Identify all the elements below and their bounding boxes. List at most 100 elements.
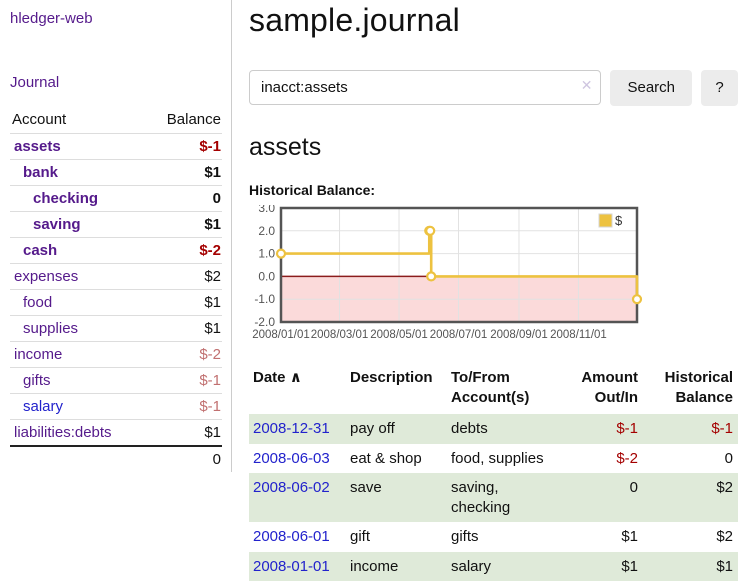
account-balance: $1 bbox=[145, 315, 222, 342]
account-balance: $-2 bbox=[145, 341, 222, 368]
accounts-total-row: 0 bbox=[10, 445, 222, 472]
transaction-date-link[interactable]: 2008-06-01 bbox=[253, 528, 330, 546]
table-row: 2008-01-01 income salary $1 $1 bbox=[249, 551, 738, 582]
sidebar-account-link[interactable]: expenses bbox=[14, 268, 79, 285]
sidebar-account-link[interactable]: supplies bbox=[23, 320, 79, 337]
sidebar-account-link[interactable]: liabilities:debts bbox=[14, 424, 112, 441]
chart-svg: 2008/01/01 2008/03/01 2008/05/01 2008/07/01… bbox=[252, 201, 643, 341]
transaction-amount: $1 bbox=[621, 528, 638, 546]
app-brand-link[interactable]: hledger-web bbox=[10, 10, 93, 27]
transaction-date-link[interactable]: 2008-06-02 bbox=[253, 479, 330, 497]
account-row: supplies $1 bbox=[10, 315, 222, 342]
svg-text:2008/11/01: 2008/11/01 bbox=[550, 329, 607, 341]
svg-text:0.0: 0.0 bbox=[258, 269, 275, 283]
svg-text:2008/09/01: 2008/09/01 bbox=[490, 329, 548, 341]
transaction-accounts: salary bbox=[451, 557, 492, 575]
accounts-body: assets $-1 bank $1 checking 0 saving $1 cash $-2 e… bbox=[10, 133, 222, 446]
chart-title: Historical Balance: bbox=[249, 181, 376, 198]
account-row: cash $-2 bbox=[10, 237, 222, 264]
svg-text:$: $ bbox=[615, 213, 623, 228]
account-balance: $-2 bbox=[145, 237, 222, 264]
table-row: 2008-06-02 save saving, checking 0 $2 bbox=[249, 473, 738, 523]
sort-ascending-icon: ∧ bbox=[289, 368, 302, 386]
svg-text:3.0: 3.0 bbox=[258, 205, 275, 215]
sidebar-account-link[interactable]: bank bbox=[23, 164, 59, 181]
transaction-amount: $-2 bbox=[616, 449, 638, 467]
register-col-balance: Historical Balance bbox=[664, 368, 733, 407]
transaction-balance: $1 bbox=[716, 557, 733, 575]
account-row: liabilities:debts $1 bbox=[10, 419, 222, 446]
transaction-balance: 0 bbox=[724, 449, 733, 467]
transaction-amount: $-1 bbox=[616, 420, 638, 438]
register-col-tofrom: To/From Account(s) bbox=[451, 368, 530, 407]
register-col-description: Description bbox=[350, 368, 433, 386]
sidebar-account-link[interactable]: cash bbox=[23, 242, 58, 259]
sidebar-account-link[interactable]: gifts bbox=[23, 372, 51, 389]
sidebar-account-link[interactable]: food bbox=[23, 294, 53, 311]
page-title: sample.journal bbox=[249, 2, 460, 38]
transaction-description: gift bbox=[350, 528, 371, 546]
account-row: salary $-1 bbox=[10, 393, 222, 420]
transaction-description: save bbox=[350, 479, 382, 497]
account-row: food $1 bbox=[10, 289, 222, 316]
account-row: gifts $-1 bbox=[10, 367, 222, 394]
sidebar-account-link[interactable]: income bbox=[14, 346, 63, 363]
transaction-amount: 0 bbox=[629, 479, 638, 497]
clear-search-icon[interactable]: ✕ bbox=[580, 77, 593, 94]
accounts-col-balance: Balance bbox=[166, 111, 221, 128]
account-balance: $-1 bbox=[145, 133, 222, 160]
sidebar: hledger-web Journal Account Balance asse… bbox=[0, 0, 232, 472]
transaction-description: eat & shop bbox=[350, 449, 422, 467]
register-col-date[interactable]: Date ∧ bbox=[253, 368, 302, 386]
account-row: checking 0 bbox=[10, 185, 222, 212]
account-balance: $1 bbox=[145, 211, 222, 238]
main-content: sample.journal ✕ Search ? assets Histori… bbox=[232, 0, 742, 582]
historical-balance-chart[interactable]: 2008/01/01 2008/03/01 2008/05/01 2008/07/01… bbox=[249, 201, 649, 345]
account-balance: 0 bbox=[145, 185, 222, 212]
sidebar-account-link[interactable]: checking bbox=[33, 190, 99, 207]
register-col-amount: Amount Out/In bbox=[581, 368, 638, 407]
sidebar-item-journal[interactable]: Journal bbox=[10, 74, 60, 91]
transaction-date-link[interactable]: 2008-12-31 bbox=[253, 420, 330, 438]
account-heading: assets bbox=[249, 132, 322, 161]
account-balance: $-1 bbox=[145, 393, 222, 420]
table-row: 2008-06-01 gift gifts $1 $2 bbox=[249, 522, 738, 552]
transaction-date-link[interactable]: 2008-01-01 bbox=[253, 557, 330, 575]
sidebar-account-link[interactable]: assets bbox=[14, 138, 61, 155]
search-form: ✕ Search ? bbox=[249, 69, 738, 106]
transaction-description: income bbox=[350, 557, 399, 575]
table-row: 2008-12-31 pay off debts $-1 $-1 bbox=[249, 414, 738, 444]
svg-text:-1.0: -1.0 bbox=[254, 292, 275, 306]
register-table: Date ∧ Description To/From Account(s) Am… bbox=[249, 366, 738, 582]
svg-text:2.0: 2.0 bbox=[258, 224, 275, 238]
search-button[interactable]: Search bbox=[610, 69, 692, 106]
svg-text:1.0: 1.0 bbox=[258, 246, 275, 260]
account-row: bank $1 bbox=[10, 159, 222, 186]
transaction-date-link[interactable]: 2008-06-03 bbox=[253, 449, 330, 467]
svg-text:2008/05/01: 2008/05/01 bbox=[370, 329, 428, 341]
search-input[interactable] bbox=[249, 70, 602, 106]
sidebar-account-link[interactable]: salary bbox=[23, 398, 64, 415]
table-row: 2008-06-03 eat & shop food, supplies $-2 0 bbox=[249, 444, 738, 474]
svg-text:2008/01/01: 2008/01/01 bbox=[252, 329, 310, 341]
account-row: income $-2 bbox=[10, 341, 222, 368]
accounts-total-value: 0 bbox=[145, 445, 222, 472]
transaction-accounts: debts bbox=[451, 420, 488, 438]
accounts-table: Account Balance assets $-1 bank $1 checking 0… bbox=[10, 107, 222, 472]
transaction-balance: $2 bbox=[716, 479, 733, 497]
register-header-row: Date ∧ Description To/From Account(s) Am… bbox=[249, 366, 738, 415]
help-button[interactable]: ? bbox=[701, 69, 738, 106]
transaction-amount: $1 bbox=[621, 557, 638, 575]
svg-text:2008/03/01: 2008/03/01 bbox=[311, 329, 369, 341]
register-body: 2008-12-31 pay off debts $-1 $-1 2008-06-03 ea… bbox=[249, 414, 738, 582]
sidebar-account-link[interactable]: saving bbox=[33, 216, 81, 233]
account-row: saving $1 bbox=[10, 211, 222, 238]
svg-text:2008/07/01: 2008/07/01 bbox=[430, 329, 488, 341]
account-balance: $1 bbox=[145, 289, 222, 316]
account-balance: $1 bbox=[145, 419, 222, 446]
account-balance: $-1 bbox=[145, 367, 222, 394]
account-row: assets $-1 bbox=[10, 133, 222, 160]
transaction-accounts: saving, checking bbox=[451, 479, 511, 516]
account-balance: $1 bbox=[145, 159, 222, 186]
transaction-accounts: food, supplies bbox=[451, 449, 544, 467]
